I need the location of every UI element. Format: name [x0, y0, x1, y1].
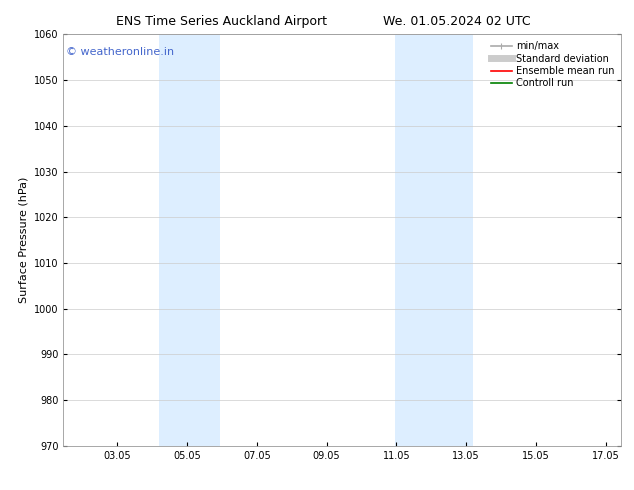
Legend: min/max, Standard deviation, Ensemble mean run, Controll run: min/max, Standard deviation, Ensemble me… — [489, 39, 616, 90]
Text: © weatheronline.in: © weatheronline.in — [66, 47, 174, 57]
Bar — [394, 34, 473, 446]
Text: We. 01.05.2024 02 UTC: We. 01.05.2024 02 UTC — [383, 15, 530, 28]
Y-axis label: Surface Pressure (hPa): Surface Pressure (hPa) — [18, 177, 29, 303]
Text: ENS Time Series Auckland Airport: ENS Time Series Auckland Airport — [117, 15, 327, 28]
Bar — [159, 34, 221, 446]
